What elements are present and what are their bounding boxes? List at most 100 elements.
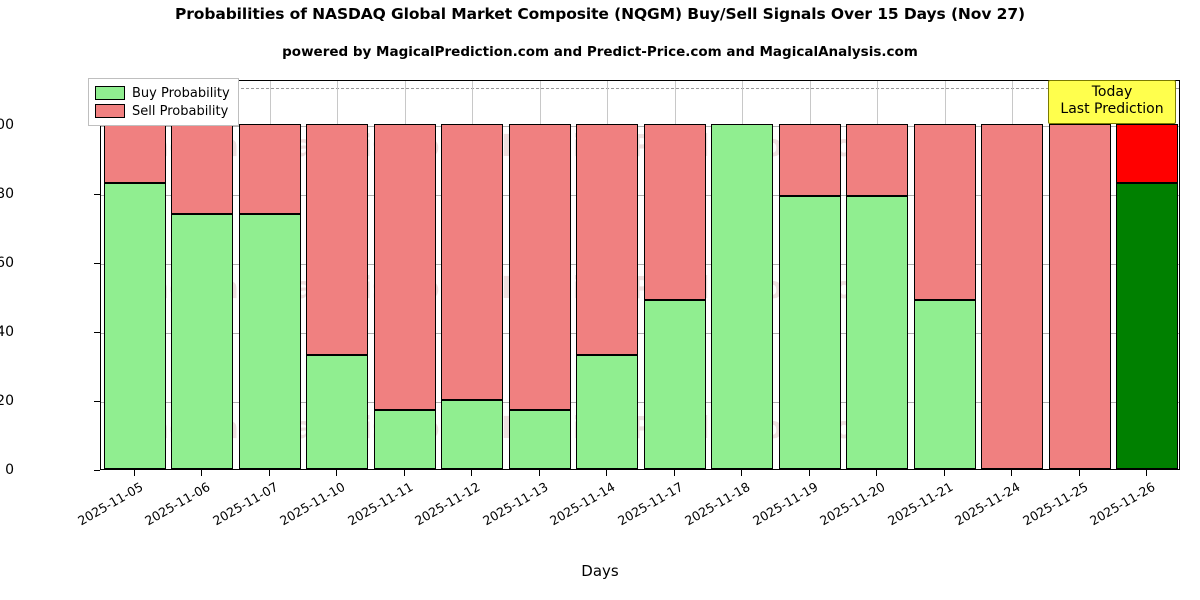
bar-segment-sell[interactable] [441,123,504,400]
bar-segment-buy[interactable] [441,399,504,469]
today-annotation-line2: Last Prediction [1060,101,1164,117]
x-tick-mark [1146,470,1148,476]
gridline-y [101,332,1179,334]
bar-segment-sell[interactable] [1048,123,1111,469]
bar-group[interactable] [643,81,706,469]
plot-area: MagicalAnalysis.comMagicalPrediction.com… [100,80,1180,470]
bar-segment-buy[interactable] [913,299,976,469]
bar-segment-buy[interactable] [711,123,774,469]
today-annotation-line1: Today [1091,84,1133,100]
legend-entry-sell: Sell Probability [95,102,230,120]
x-tick-mark [1011,470,1013,476]
bar-segment-buy[interactable] [508,410,571,469]
gridline-y [101,401,1179,403]
x-tick-mark [403,470,405,476]
x-tick-label: 2025-11-24 [952,479,1023,529]
x-tick-mark [471,470,473,476]
x-tick-mark [673,470,675,476]
y-tick-mark [94,470,100,471]
legend-label-sell: Sell Probability [132,103,229,119]
bar-group[interactable] [711,81,774,469]
bar-segment-sell[interactable] [576,123,639,356]
bar-group[interactable] [171,81,234,469]
y-tick-mark [94,400,100,402]
y-tick-label: 20 [0,392,14,409]
y-tick-mark [94,193,100,195]
bar-group[interactable] [981,81,1044,469]
x-tick-mark [538,470,540,476]
x-tick-label: 2025-11-06 [142,479,213,529]
bar-group[interactable] [1048,81,1111,469]
x-tick-label: 2025-11-18 [682,479,753,529]
bar-series [101,81,1179,469]
gridline-y [101,263,1179,265]
bar-group[interactable] [238,81,301,469]
x-tick-mark [943,470,945,476]
bar-segment-sell[interactable] [306,123,369,356]
bar-segment-sell[interactable] [643,123,706,300]
bar-group[interactable] [576,81,639,469]
x-tick-mark [268,470,270,476]
bar-segment-sell[interactable] [238,123,301,214]
legend-swatch-buy-icon [95,86,125,100]
y-tick-label: 60 [0,254,14,271]
bar-segment-buy[interactable] [238,213,301,469]
bar-segment-buy[interactable] [171,213,234,469]
bar-segment-sell[interactable] [1116,123,1179,183]
y-tick-label: 100 [0,116,14,133]
x-axis-label: Days [581,562,619,580]
x-tick-label: 2025-11-14 [547,479,618,529]
x-tick-label: 2025-11-20 [817,479,888,529]
bar-segment-sell[interactable] [846,123,909,197]
y-tick-mark [94,262,100,264]
bar-segment-sell[interactable] [103,123,166,183]
x-tick-mark [808,470,810,476]
y-tick-label: 40 [0,323,14,340]
bar-group[interactable] [441,81,504,469]
bar-segment-sell[interactable] [778,123,841,197]
bar-segment-buy[interactable] [846,196,909,469]
today-annotation: Today Last Prediction [1048,80,1176,124]
bar-segment-buy[interactable] [103,182,166,469]
bar-segment-buy[interactable] [1116,182,1179,469]
reference-dashed-line [101,87,1179,89]
x-tick-label: 2025-11-13 [479,479,551,529]
bar-segment-buy[interactable] [576,355,639,469]
bar-segment-sell[interactable] [981,123,1044,469]
bar-group[interactable] [778,81,841,469]
x-tick-label: 2025-11-07 [209,479,281,529]
bar-group[interactable] [306,81,369,469]
x-tick-label: 2025-11-19 [749,479,821,529]
y-tick-label: 0 [5,462,14,478]
legend-swatch-sell-icon [95,104,125,118]
x-axis-ticks: 2025-11-05 2025-11-06 2025-11-07 2025-11-10… [75,470,1180,590]
bar-group[interactable] [508,81,571,469]
bar-segment-sell[interactable] [508,123,571,411]
bar-segment-buy[interactable] [306,355,369,469]
bar-group[interactable] [1116,81,1179,469]
bar-group[interactable] [373,81,436,469]
x-tick-label: 2025-11-05 [74,479,146,529]
legend-label-buy: Buy Probability [132,85,230,101]
bar-segment-sell[interactable] [913,123,976,300]
bar-group[interactable] [846,81,909,469]
x-tick-mark [741,470,743,476]
legend-entry-buy: Buy Probability [95,84,230,102]
bar-segment-sell[interactable] [373,123,436,411]
bar-segment-sell[interactable] [171,123,234,214]
x-tick-label: 2025-11-12 [412,479,483,529]
y-tick-label: 80 [0,185,14,202]
bar-group[interactable] [913,81,976,469]
plot-inner: MagicalAnalysis.comMagicalPrediction.com… [101,81,1179,469]
x-tick-mark [606,470,608,476]
bar-segment-buy[interactable] [778,196,841,469]
gridline-y [101,194,1179,196]
bar-segment-buy[interactable] [373,410,436,469]
x-tick-label: 2025-11-25 [1019,479,1091,529]
chart-subtitle: powered by MagicalPrediction.com and Pre… [282,44,918,60]
x-tick-mark [133,470,135,476]
x-tick-label: 2025-11-11 [344,479,416,529]
bar-segment-buy[interactable] [643,299,706,469]
bar-group[interactable] [103,81,166,469]
